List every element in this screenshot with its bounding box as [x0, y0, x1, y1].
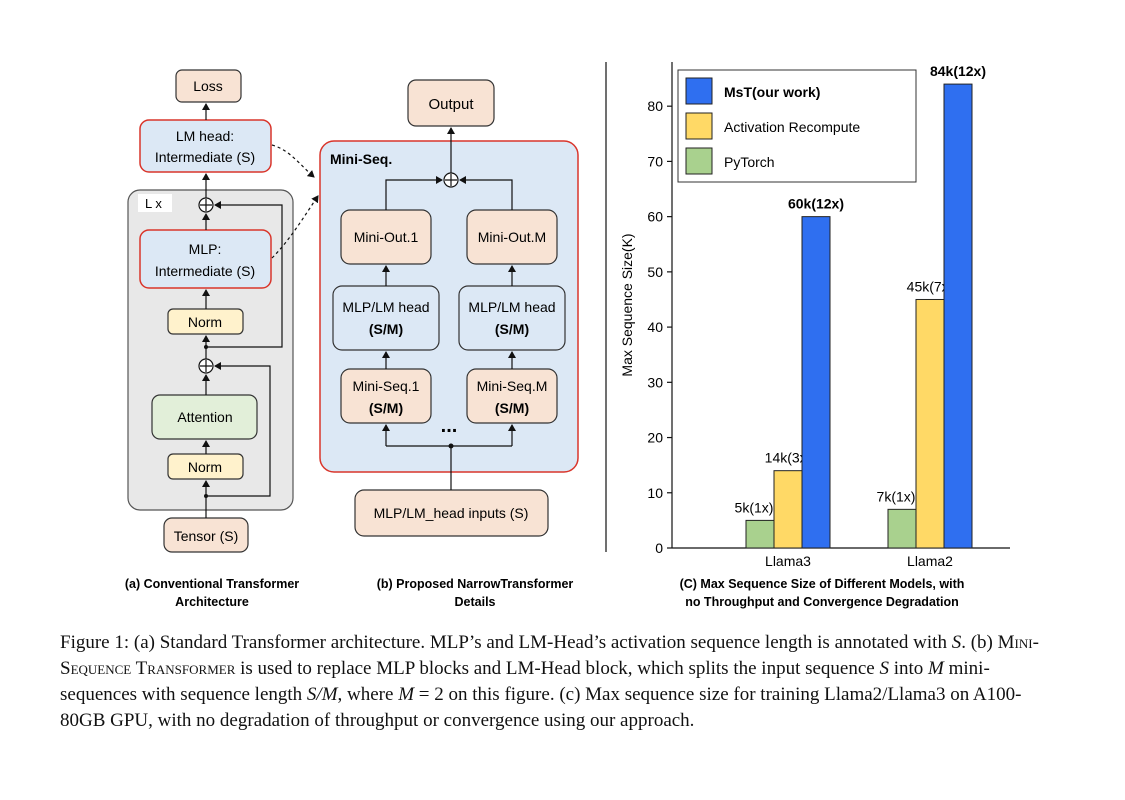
caption-text-5: mini-sequences with sequence length — [60, 658, 990, 705]
legend-swatch — [685, 112, 713, 140]
legend-swatch — [685, 77, 713, 105]
bar-llama3-1 — [773, 470, 803, 549]
mini-out-m-label: Mini-Out.M — [478, 229, 546, 245]
bar-value-label: 14k(3x) — [765, 450, 812, 466]
lm-head-subtitle: Intermediate (S) — [155, 149, 255, 165]
y-axis-title: Max Sequence Size(K) — [619, 233, 635, 376]
mlp-lm-head-1-size: (S/M) — [369, 321, 403, 337]
y-tick-label: 60 — [647, 209, 663, 225]
caption-text-6: , where — [337, 684, 399, 705]
loss-label: Loss — [193, 78, 223, 94]
mini-seq-m-title: Mini-Seq.M — [477, 378, 548, 394]
plus-glyph-top — [200, 199, 212, 211]
legend-label: Activation Recompute — [724, 119, 860, 135]
mlp-box — [139, 229, 272, 289]
legend-box — [677, 69, 917, 183]
ellipsis: ... — [441, 415, 458, 437]
branch-dot-2 — [204, 345, 208, 349]
chart-bars: 5k(1x) 14k(3x) 60k(12x) 7k(1x) 45k(7x) 84k(12… — [735, 63, 986, 549]
legend-swatch — [685, 147, 713, 175]
mini-seq-group-title: Mini-Seq. — [330, 151, 392, 167]
tensor-label: Tensor (S) — [174, 528, 239, 544]
panel-b-mini-seq-diagram: Output Mini-Seq. Mini-Out.1 Mini-Out.M M… — [319, 79, 579, 609]
bar-llama2-0 — [887, 508, 917, 549]
legend-label: PyTorch — [724, 154, 775, 170]
y-tick-label: 50 — [647, 264, 663, 280]
mlp-lm-head-m-size: (S/M) — [495, 321, 529, 337]
caption-text-4: into — [888, 658, 929, 679]
caption-text-7: = 2 on this figure. (c) Max sequence siz… — [60, 684, 1022, 731]
mini-seq-1-size: (S/M) — [369, 400, 403, 416]
bar-value-label: 45k(7x) — [907, 278, 954, 294]
mlp-title: MLP: — [189, 241, 222, 257]
mlp-lm-head-1-title: MLP/LM head — [342, 299, 429, 315]
bar-value-label: 7k(1x) — [877, 488, 916, 504]
bar-llama2-1 — [915, 298, 945, 549]
bar-value-label: 5k(1x) — [735, 499, 774, 515]
x-category-label: Llama3 — [765, 553, 811, 569]
attention-box — [151, 394, 258, 440]
output-box — [407, 79, 495, 127]
bar-llama3-2 — [801, 216, 831, 549]
mini-out-1-label: Mini-Out.1 — [354, 229, 419, 245]
repeat-label-bg — [138, 194, 172, 212]
mlp-lm-head-1-box — [332, 285, 440, 351]
caption-math-m2: M — [398, 684, 415, 705]
caption-math-s: S — [951, 632, 962, 653]
bar-llama2-2 — [943, 83, 973, 549]
panel-c-bar-chart: 0 10 20 30 40 50 60 70 80 Max Sequence Size(K) Lla… — [619, 62, 1010, 569]
mlp-lm-head-m-box — [458, 285, 566, 351]
y-tick-label: 30 — [647, 374, 663, 390]
caption-text-1: Figure 1: (a) Standard Transformer archi… — [60, 632, 952, 653]
panel-a-caption-line2: Architecture — [175, 595, 249, 609]
inputs-label: MLP/LM_head inputs (S) — [374, 505, 529, 521]
y-tick-label: 80 — [647, 98, 663, 114]
panel-a-transformer-diagram: L x Loss LM head: Intermediate (S) MLP: … — [125, 69, 319, 609]
merge-plus-glyph — [445, 174, 457, 186]
bar-value-label: 84k(12x) — [930, 63, 986, 79]
caption-text-3: is used to replace MLP blocks and LM-Hea… — [235, 658, 880, 679]
caption-math-m: M — [928, 658, 944, 679]
bar-value-label: 60k(12x) — [788, 196, 844, 212]
y-tick-label: 10 — [647, 485, 663, 501]
legend-label: MsT(our work) — [724, 84, 820, 100]
branch-dot-1 — [204, 494, 208, 498]
plus-glyph-bottom — [200, 360, 212, 372]
y-tick-label: 0 — [655, 540, 663, 556]
panel-a-caption-line1: (a) Conventional Transformer — [125, 577, 299, 591]
output-label: Output — [428, 96, 474, 113]
split-dot — [448, 443, 454, 449]
repeat-label: L x — [145, 196, 162, 211]
caption-method-name: Mini-Sequence Transformer — [60, 632, 1039, 679]
norm-bottom-label: Norm — [188, 459, 222, 475]
loss-box — [175, 69, 242, 103]
y-tick-label: 70 — [647, 153, 663, 169]
x-category-label: Llama2 — [907, 553, 953, 569]
norm-top-label: Norm — [188, 314, 222, 330]
figure-caption: Figure 1: (a) Standard Transformer archi… — [60, 630, 1060, 734]
lm-head-title: LM head: — [176, 128, 234, 144]
caption-math-sm: S/M — [306, 684, 338, 705]
panel-c-caption-line2: no Throughput and Convergence Degradatio… — [685, 595, 959, 609]
y-tick-label: 20 — [647, 430, 663, 446]
caption-text-2: . (b) — [961, 632, 998, 653]
chart-axes: 0 10 20 30 40 50 60 70 80 Max Sequence Size(K) Lla… — [619, 62, 1010, 569]
panel-b-caption-line2: Details — [455, 595, 496, 609]
mini-seq-m-size: (S/M) — [495, 400, 529, 416]
mlp-subtitle: Intermediate (S) — [155, 263, 255, 279]
attention-label: Attention — [177, 409, 232, 425]
panel-b-caption-line1: (b) Proposed NarrowTransformer — [377, 577, 574, 591]
caption-math-s2: S — [879, 658, 889, 679]
y-tick-label: 40 — [647, 319, 663, 335]
panel-c-caption-line1: (C) Max Sequence Size of Different Model… — [680, 577, 965, 591]
mlp-lm-head-m-title: MLP/LM head — [468, 299, 555, 315]
mini-seq-1-title: Mini-Seq.1 — [353, 378, 420, 394]
panel-a-arrows — [202, 103, 319, 518]
chart-legend: MsT(our work) Activation Recompute PyTorch — [677, 69, 917, 183]
bar-llama3-0 — [745, 519, 775, 549]
